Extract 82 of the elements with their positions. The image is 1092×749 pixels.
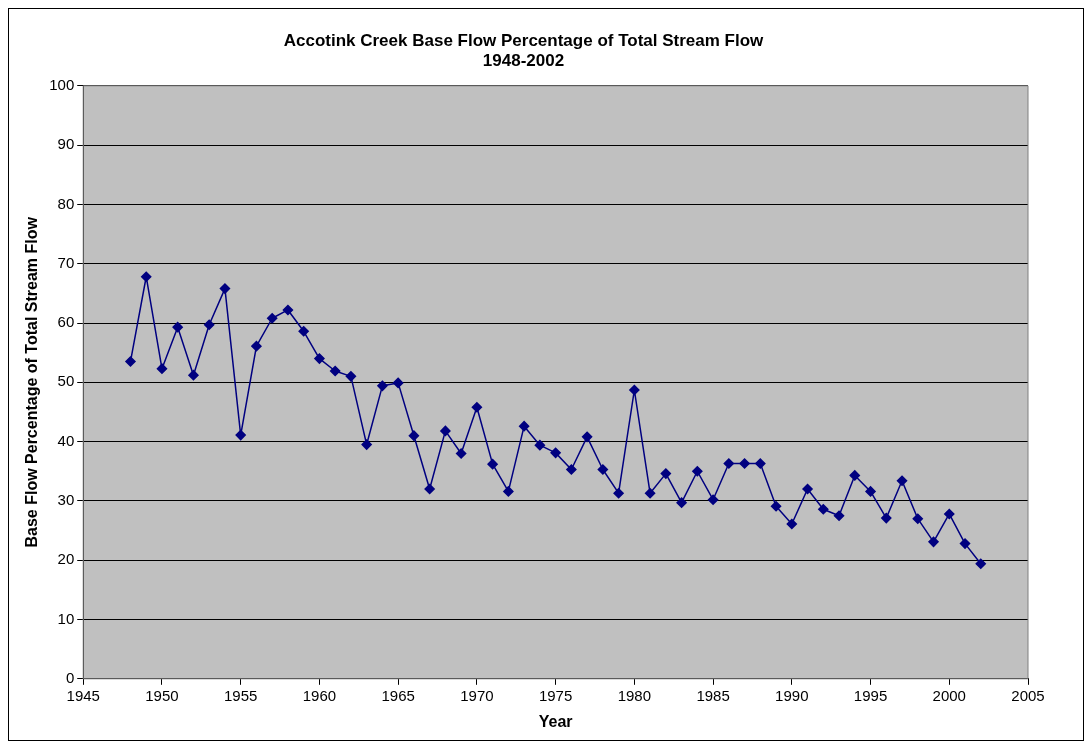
point	[597, 464, 609, 475]
y-tick-label: 10	[57, 609, 75, 627]
point	[282, 304, 294, 316]
point	[455, 448, 467, 459]
x-tick-label: 1980	[617, 686, 652, 704]
point	[156, 363, 168, 374]
point	[487, 458, 498, 470]
point	[266, 313, 278, 324]
x-tick-label: 1975	[538, 686, 573, 704]
point	[739, 458, 750, 469]
y-axis-title: Base Flow Percentage of Total Stream Flow	[23, 216, 41, 548]
y-tick-label: 50	[57, 372, 75, 390]
x-axis-title: Year	[538, 712, 573, 730]
point	[440, 425, 451, 437]
x-tick-label: 1955	[224, 686, 258, 704]
y-tick-label: 100	[49, 75, 75, 93]
point	[471, 401, 483, 413]
point	[865, 486, 876, 497]
point	[786, 518, 798, 530]
x-tick-label: 1985	[696, 686, 730, 704]
point	[298, 326, 309, 337]
point	[188, 369, 199, 381]
point	[518, 420, 530, 432]
point	[802, 483, 813, 495]
x-tick-label: 1995	[853, 686, 888, 704]
point	[896, 475, 908, 486]
y-tick-label: 20	[57, 550, 75, 568]
x-tick-label: 2000	[932, 686, 966, 704]
point	[581, 431, 593, 443]
point	[881, 512, 892, 524]
point	[534, 439, 546, 451]
point	[424, 483, 435, 495]
point	[707, 494, 719, 505]
point	[660, 468, 672, 479]
y-tick-label: 80	[57, 194, 75, 212]
point	[676, 497, 687, 508]
x-tick-label: 1945	[66, 686, 100, 704]
point	[818, 503, 829, 515]
point	[566, 464, 577, 475]
point	[392, 377, 404, 389]
chart-title: Accotink Creek Base Flow Percentage of Total Stream Flow 1948-2002	[283, 30, 765, 71]
point	[235, 429, 246, 441]
point	[172, 321, 183, 333]
y-tick-label: 40	[57, 431, 75, 449]
x-tick-label: 1970	[460, 686, 494, 704]
point	[928, 536, 939, 548]
point	[644, 487, 656, 499]
point	[219, 283, 231, 294]
point	[975, 558, 987, 570]
point	[912, 513, 924, 524]
point	[849, 470, 861, 481]
point	[329, 365, 341, 377]
point	[833, 510, 845, 521]
x-tick-label: 1990	[775, 686, 809, 704]
y-tick-label: 30	[57, 491, 75, 509]
point	[755, 458, 766, 469]
point	[959, 538, 971, 549]
point	[944, 508, 955, 520]
x-tick-label: 1965	[381, 686, 415, 704]
point	[629, 384, 640, 396]
point	[770, 500, 782, 512]
y-tick-label: 0	[65, 668, 75, 686]
point	[345, 371, 357, 382]
point	[377, 380, 388, 392]
point	[613, 487, 624, 499]
point	[125, 356, 136, 367]
point	[251, 340, 262, 352]
point	[503, 486, 514, 497]
x-tick-label: 2005	[1011, 686, 1045, 704]
point	[692, 466, 703, 477]
x-tick-label: 1950	[145, 686, 179, 704]
x-tick-label: 1960	[302, 686, 337, 704]
point	[408, 430, 420, 441]
y-tick-label: 60	[57, 313, 75, 331]
point	[203, 319, 215, 331]
point	[314, 353, 325, 364]
y-tick-label: 70	[57, 253, 75, 271]
point	[723, 458, 735, 469]
y-tick-label: 90	[57, 135, 75, 153]
point	[140, 271, 152, 282]
point	[550, 447, 561, 459]
point	[361, 439, 372, 450]
